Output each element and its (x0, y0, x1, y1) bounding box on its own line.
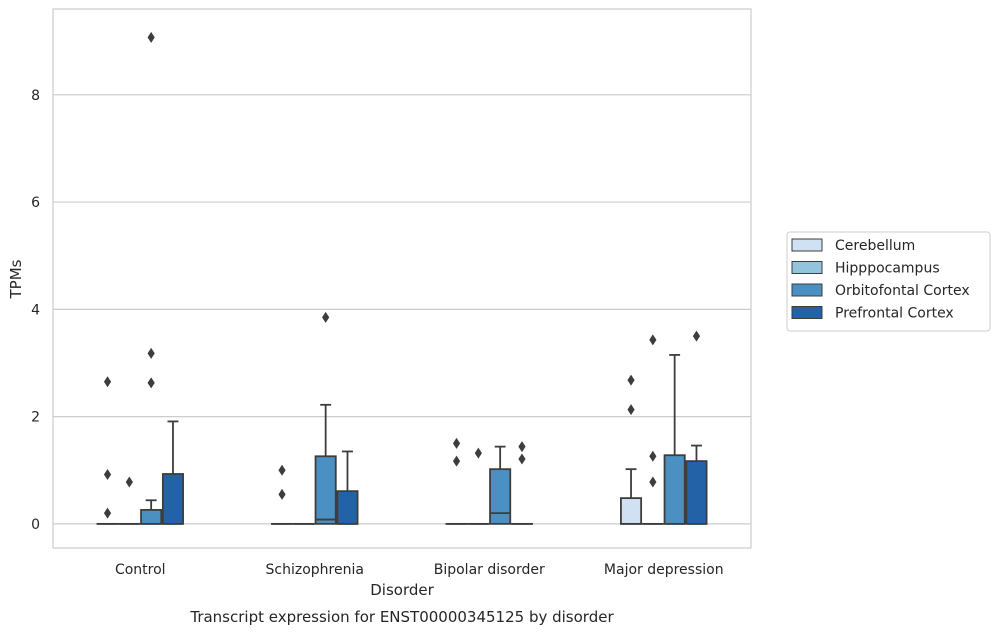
box-plot-area (96, 31, 708, 525)
box-cerebellum (445, 437, 468, 525)
legend-label: Prefrontal Cortex (835, 306, 954, 322)
outlier-point (147, 377, 155, 389)
outlier-point (627, 404, 635, 416)
outlier-point (103, 469, 112, 481)
outlier-point (649, 334, 657, 346)
box-body (663, 454, 686, 525)
outlier-point (322, 311, 330, 323)
legend-item: Hipppocampus (791, 261, 940, 277)
box-body (489, 468, 512, 525)
box-body (140, 509, 163, 525)
box-body (336, 490, 359, 525)
outlier-point (474, 447, 482, 459)
box-prefrontal-cortex (336, 450, 359, 525)
legend-item: Cerebellum (791, 238, 915, 254)
outlier-point (518, 453, 526, 465)
legend-frame (786, 231, 991, 332)
box-orbitofontal-cortex (314, 311, 337, 525)
chart-caption: Transcript expression for ENST0000034512… (189, 608, 614, 626)
box-cerebellum (271, 464, 294, 525)
legend-item: Orbitofontal Cortex (791, 283, 970, 299)
box-body (314, 455, 337, 525)
x-axis-label: Disorder (370, 581, 434, 599)
outlier-point (103, 376, 112, 388)
outlier-point (147, 347, 155, 359)
x-tick-label: Major depression (604, 562, 724, 578)
outlier-point (649, 476, 657, 488)
box-orbitofontal-cortex (489, 445, 512, 525)
y-tick-label: 6 (31, 195, 40, 211)
box-prefrontal-cortex (685, 330, 708, 525)
box-body (161, 473, 184, 525)
box-hipppocampus (641, 334, 664, 525)
outlier-point (147, 31, 155, 43)
legend: Cerebellum Hipppocampus Orbitofontal Corte… (786, 231, 991, 332)
outlier-point (452, 437, 461, 449)
legend-item: Prefrontal Cortex (791, 306, 954, 322)
x-tick-label: Schizophrenia (266, 562, 364, 578)
outlier-point (278, 488, 286, 500)
box-orbitofontal-cortex (140, 31, 163, 525)
y-tick-label: 4 (31, 302, 40, 318)
box-hipppocampus (118, 476, 141, 525)
outlier-point (627, 374, 635, 386)
outlier-point (125, 476, 133, 488)
outlier-point (649, 450, 657, 462)
box-hipppocampus (467, 447, 490, 525)
legend-swatch (791, 238, 823, 252)
grid-lines (53, 94, 751, 525)
y-tick-label: 0 (31, 517, 40, 533)
box-orbitofontal-cortex (663, 354, 686, 525)
outlier-point (278, 464, 286, 476)
box-cerebellum (96, 376, 119, 525)
legend-swatch (791, 306, 823, 319)
x-tick-label: Bipolar disorder (434, 562, 545, 578)
box-body (620, 497, 643, 525)
outlier-point (452, 455, 461, 467)
box-cerebellum (620, 374, 643, 525)
legend-label: Hipppocampus (835, 261, 940, 277)
legend-swatch (791, 261, 823, 274)
plot-frame (52, 8, 752, 549)
y-axis-ticks: 0 2 4 6 8 (31, 88, 40, 533)
y-axis-label: TPMs (7, 259, 25, 299)
outlier-point (103, 507, 112, 519)
legend-label: Orbitofontal Cortex (835, 283, 970, 299)
legend-label: Cerebellum (835, 238, 915, 254)
box-prefrontal-cortex (161, 420, 184, 525)
x-tick-label: Control (115, 562, 166, 578)
y-tick-label: 8 (31, 88, 40, 104)
y-tick-label: 2 (31, 410, 40, 426)
legend-swatch (791, 283, 823, 297)
x-axis-ticks: Control Schizophrenia Bipolar disorder Majo… (115, 562, 724, 578)
outlier-point (518, 441, 526, 453)
outlier-point (692, 330, 701, 342)
box-body (685, 460, 708, 525)
box-prefrontal-cortex (510, 441, 533, 525)
